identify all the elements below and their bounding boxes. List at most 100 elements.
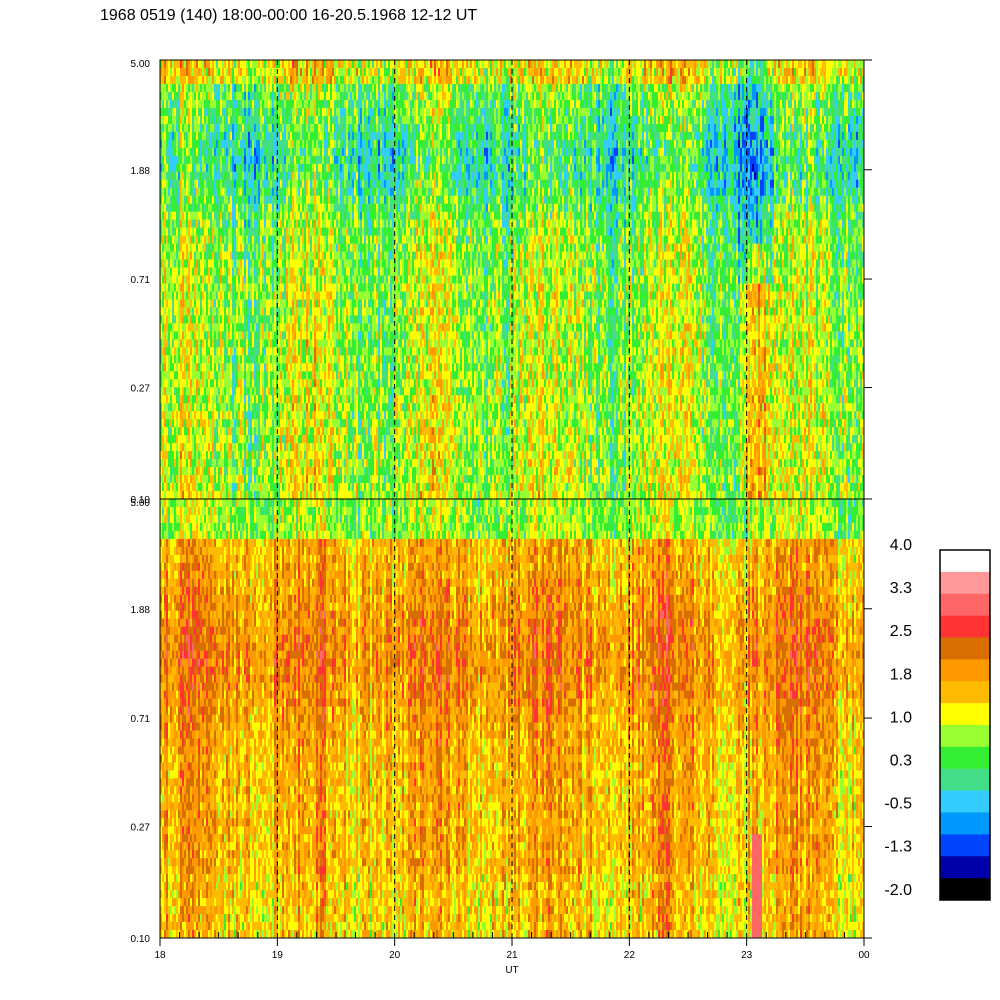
heatmap-cell bbox=[312, 179, 314, 189]
heatmap-cell bbox=[232, 83, 234, 93]
heatmap-cell bbox=[210, 307, 212, 316]
heatmap-cell bbox=[228, 203, 230, 213]
heatmap-cell bbox=[294, 419, 296, 428]
heatmap-cell bbox=[274, 179, 276, 189]
heatmap-cell bbox=[258, 435, 260, 444]
heatmap-cell bbox=[236, 323, 238, 332]
heatmap-cell bbox=[294, 227, 296, 237]
heatmap-cell bbox=[182, 251, 184, 261]
heatmap-cell bbox=[188, 467, 190, 476]
heatmap-cell bbox=[284, 83, 286, 93]
heatmap-cell bbox=[198, 411, 200, 420]
heatmap-cell bbox=[248, 387, 250, 396]
heatmap-cell bbox=[338, 179, 340, 189]
heatmap-cell bbox=[194, 251, 196, 261]
heatmap-cell bbox=[170, 299, 172, 309]
heatmap-cell bbox=[232, 147, 234, 157]
heatmap-cell bbox=[286, 387, 288, 396]
heatmap-cell bbox=[250, 435, 252, 444]
heatmap-cell bbox=[322, 267, 324, 277]
heatmap-cell bbox=[204, 435, 206, 444]
heatmap-cell bbox=[208, 299, 210, 309]
heatmap-cell bbox=[274, 427, 276, 436]
heatmap-cell bbox=[274, 451, 276, 460]
heatmap-cell bbox=[258, 371, 260, 380]
heatmap-cell bbox=[190, 83, 192, 93]
heatmap-cell bbox=[188, 291, 190, 301]
heatmap-cell bbox=[206, 347, 208, 356]
heatmap-cell bbox=[246, 451, 248, 460]
heatmap-cell bbox=[334, 235, 336, 245]
heatmap-cell bbox=[340, 76, 342, 85]
heatmap-cell bbox=[282, 371, 284, 380]
heatmap-cell bbox=[320, 347, 322, 356]
heatmap-cell bbox=[330, 147, 332, 157]
heatmap-cell bbox=[268, 76, 270, 85]
heatmap-cell bbox=[316, 243, 318, 253]
heatmap-cell bbox=[284, 76, 286, 85]
heatmap-cell bbox=[228, 76, 230, 85]
heatmap-cell bbox=[190, 307, 192, 316]
heatmap-cell bbox=[174, 60, 176, 69]
heatmap-cell bbox=[204, 315, 206, 324]
heatmap-cell bbox=[226, 379, 228, 388]
heatmap-cell bbox=[330, 403, 332, 412]
heatmap-cell bbox=[192, 195, 194, 205]
heatmap-cell bbox=[286, 99, 288, 109]
heatmap-cell bbox=[280, 60, 282, 69]
heatmap-cell bbox=[288, 315, 290, 324]
heatmap-cell bbox=[316, 347, 318, 356]
heatmap-cell bbox=[268, 283, 270, 293]
heatmap-cell bbox=[254, 363, 256, 372]
heatmap-cell bbox=[328, 131, 330, 141]
heatmap-cell bbox=[316, 451, 318, 460]
heatmap-cell bbox=[316, 387, 318, 396]
heatmap-cell bbox=[242, 347, 244, 356]
heatmap-cell bbox=[292, 131, 294, 141]
heatmap-cell bbox=[260, 131, 262, 141]
heatmap-cell bbox=[206, 315, 208, 324]
heatmap-cell bbox=[212, 179, 214, 189]
heatmap-cell bbox=[260, 419, 262, 428]
heatmap-cell bbox=[320, 411, 322, 420]
heatmap-cell bbox=[162, 83, 164, 93]
heatmap-cell bbox=[292, 195, 294, 205]
heatmap-cell bbox=[172, 139, 174, 149]
heatmap-cell bbox=[314, 243, 316, 253]
heatmap-cell bbox=[268, 83, 270, 93]
heatmap-cell bbox=[184, 251, 186, 261]
heatmap-cell bbox=[264, 483, 266, 492]
heatmap-cell bbox=[266, 339, 268, 348]
heatmap-cell bbox=[214, 475, 216, 484]
heatmap-cell bbox=[240, 491, 242, 499]
heatmap-cell bbox=[292, 363, 294, 372]
heatmap-cell bbox=[188, 435, 190, 444]
heatmap-cell bbox=[332, 235, 334, 245]
heatmap-cell bbox=[278, 235, 280, 245]
heatmap-cell bbox=[308, 259, 310, 269]
heatmap-cell bbox=[266, 83, 268, 93]
heatmap-cell bbox=[334, 483, 336, 492]
heatmap-cell bbox=[240, 83, 242, 93]
heatmap-cell bbox=[176, 363, 178, 372]
heatmap-cell bbox=[228, 355, 230, 364]
heatmap-cell bbox=[290, 155, 292, 165]
heatmap-cell bbox=[244, 227, 246, 237]
heatmap-cell bbox=[262, 315, 264, 324]
heatmap-cell bbox=[186, 235, 188, 245]
heatmap-cell bbox=[296, 467, 298, 476]
heatmap-cell bbox=[234, 491, 236, 499]
heatmap-cell bbox=[318, 475, 320, 484]
heatmap-cell bbox=[332, 195, 334, 205]
heatmap-cell bbox=[198, 275, 200, 285]
heatmap-cell bbox=[226, 68, 228, 77]
heatmap-cell bbox=[250, 139, 252, 149]
heatmap-cell bbox=[312, 235, 314, 245]
heatmap-cell bbox=[332, 483, 334, 492]
heatmap-cell bbox=[326, 91, 328, 101]
heatmap-cell bbox=[204, 459, 206, 468]
heatmap-cell bbox=[284, 347, 286, 356]
heatmap-cell bbox=[262, 443, 264, 452]
heatmap-cell bbox=[336, 155, 338, 165]
heatmap-cell bbox=[206, 355, 208, 364]
